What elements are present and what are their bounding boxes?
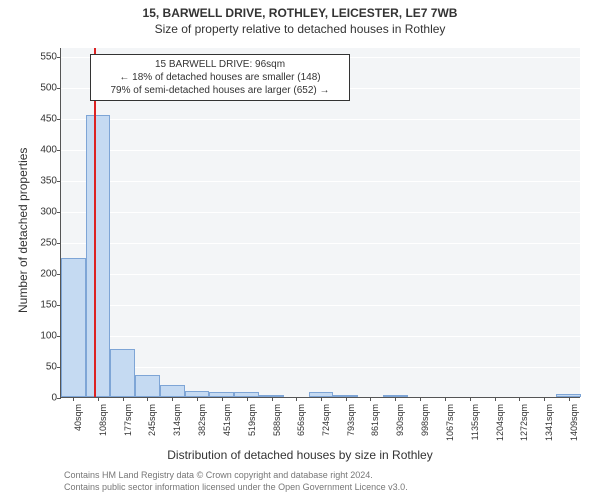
x-tick-mark: [544, 397, 545, 401]
x-tick-mark: [470, 397, 471, 401]
x-tick-mark: [296, 397, 297, 401]
gridline: [61, 274, 580, 275]
y-axis-label: Number of detached properties: [16, 148, 30, 313]
x-tick-mark: [172, 397, 173, 401]
x-tick-mark: [370, 397, 371, 401]
y-tick-label: 200: [40, 269, 61, 280]
gridline: [61, 243, 580, 244]
x-tick-mark: [321, 397, 322, 401]
property-callout-box: 15 BARWELL DRIVE: 96sqm ← 18% of detache…: [90, 54, 350, 101]
x-tick-mark: [519, 397, 520, 401]
gridline: [61, 367, 580, 368]
y-tick-label: 100: [40, 331, 61, 342]
histogram-bar: [61, 258, 86, 397]
x-axis-label: Distribution of detached houses by size …: [0, 448, 600, 462]
y-tick-label: 400: [40, 145, 61, 156]
gridline: [61, 305, 580, 306]
y-tick-label: 150: [40, 300, 61, 311]
y-tick-label: 50: [46, 362, 61, 373]
x-tick-mark: [420, 397, 421, 401]
page-title-line1: 15, BARWELL DRIVE, ROTHLEY, LEICESTER, L…: [0, 6, 600, 20]
histogram-bar: [135, 375, 160, 397]
page-title-line2: Size of property relative to detached ho…: [0, 22, 600, 36]
x-tick-mark: [272, 397, 273, 401]
x-tick-mark: [247, 397, 248, 401]
histogram-bar: [110, 349, 135, 397]
y-tick-label: 500: [40, 83, 61, 94]
x-tick-mark: [123, 397, 124, 401]
x-tick-mark: [197, 397, 198, 401]
x-tick-mark: [73, 397, 74, 401]
gridline: [61, 336, 580, 337]
gridline: [61, 212, 580, 213]
x-tick-mark: [147, 397, 148, 401]
gridline: [61, 150, 580, 151]
y-tick-label: 300: [40, 207, 61, 218]
x-tick-mark: [495, 397, 496, 401]
x-tick-mark: [222, 397, 223, 401]
x-tick-mark: [569, 397, 570, 401]
y-tick-label: 0: [51, 393, 61, 404]
x-tick-mark: [445, 397, 446, 401]
attribution-line-2: Contains public sector information licen…: [64, 482, 408, 494]
callout-line-1: 15 BARWELL DRIVE: 96sqm: [97, 58, 343, 71]
y-tick-label: 250: [40, 238, 61, 249]
x-tick-mark: [98, 397, 99, 401]
attribution-text: Contains HM Land Registry data © Crown c…: [64, 470, 408, 493]
x-tick-mark: [346, 397, 347, 401]
histogram-bar: [86, 115, 111, 397]
attribution-line-1: Contains HM Land Registry data © Crown c…: [64, 470, 408, 482]
x-tick-mark: [395, 397, 396, 401]
y-tick-label: 450: [40, 114, 61, 125]
y-tick-label: 550: [40, 52, 61, 63]
gridline: [61, 181, 580, 182]
callout-line-3: 79% of semi-detached houses are larger (…: [97, 84, 343, 97]
y-tick-label: 350: [40, 176, 61, 187]
gridline: [61, 119, 580, 120]
histogram-bar: [160, 385, 185, 397]
callout-line-2: ← 18% of detached houses are smaller (14…: [97, 71, 343, 84]
